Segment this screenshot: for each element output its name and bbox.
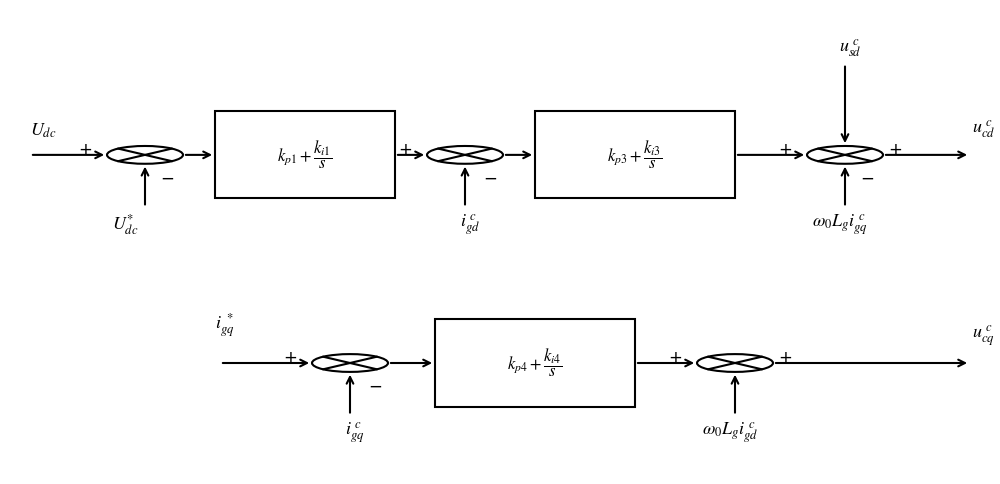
Text: $u_{cq}^{\ c}$: $u_{cq}^{\ c}$ [972,324,995,348]
Text: $U_{dc}^{*}$: $U_{dc}^{*}$ [112,212,138,237]
Text: $-$: $-$ [368,377,382,395]
Text: $+$: $+$ [778,349,792,367]
FancyBboxPatch shape [435,319,635,407]
Text: $-$: $-$ [160,168,174,187]
Text: $k_{p1}+\dfrac{k_{i1}}{s}$: $k_{p1}+\dfrac{k_{i1}}{s}$ [277,138,333,171]
Text: $\omega_0 L_g i_{gq}^{\ c}$: $\omega_0 L_g i_{gq}^{\ c}$ [812,212,868,237]
Text: $+$: $+$ [283,349,297,367]
Text: $+$: $+$ [398,141,412,159]
FancyBboxPatch shape [535,111,735,198]
Text: $k_{p3}+\dfrac{k_{i3}}{s}$: $k_{p3}+\dfrac{k_{i3}}{s}$ [607,138,663,171]
Text: $k_{p4}+\dfrac{k_{i4}}{s}$: $k_{p4}+\dfrac{k_{i4}}{s}$ [507,347,563,379]
Text: $+$: $+$ [778,141,792,159]
Text: $+$: $+$ [668,349,682,367]
Text: $+$: $+$ [78,141,92,159]
Text: $-$: $-$ [483,168,497,187]
Text: $i_{gd}^{\ c}$: $i_{gd}^{\ c}$ [460,212,480,237]
Text: $-$: $-$ [860,168,874,187]
Text: $+$: $+$ [888,141,902,159]
Text: $u_{sd}^{\ c}$: $u_{sd}^{\ c}$ [839,37,861,59]
Text: $i_{gq}^{\ c}$: $i_{gq}^{\ c}$ [345,420,365,445]
Text: $U_{dc}$: $U_{dc}$ [30,122,57,140]
Text: $i_{gq}^{\ *}$: $i_{gq}^{\ *}$ [215,311,235,339]
FancyBboxPatch shape [215,111,395,198]
Text: $\omega_0 L_g i_{gd}^{\ c}$: $\omega_0 L_g i_{gd}^{\ c}$ [702,420,758,445]
Text: $u_{cd}^{\ c}$: $u_{cd}^{\ c}$ [972,119,995,140]
